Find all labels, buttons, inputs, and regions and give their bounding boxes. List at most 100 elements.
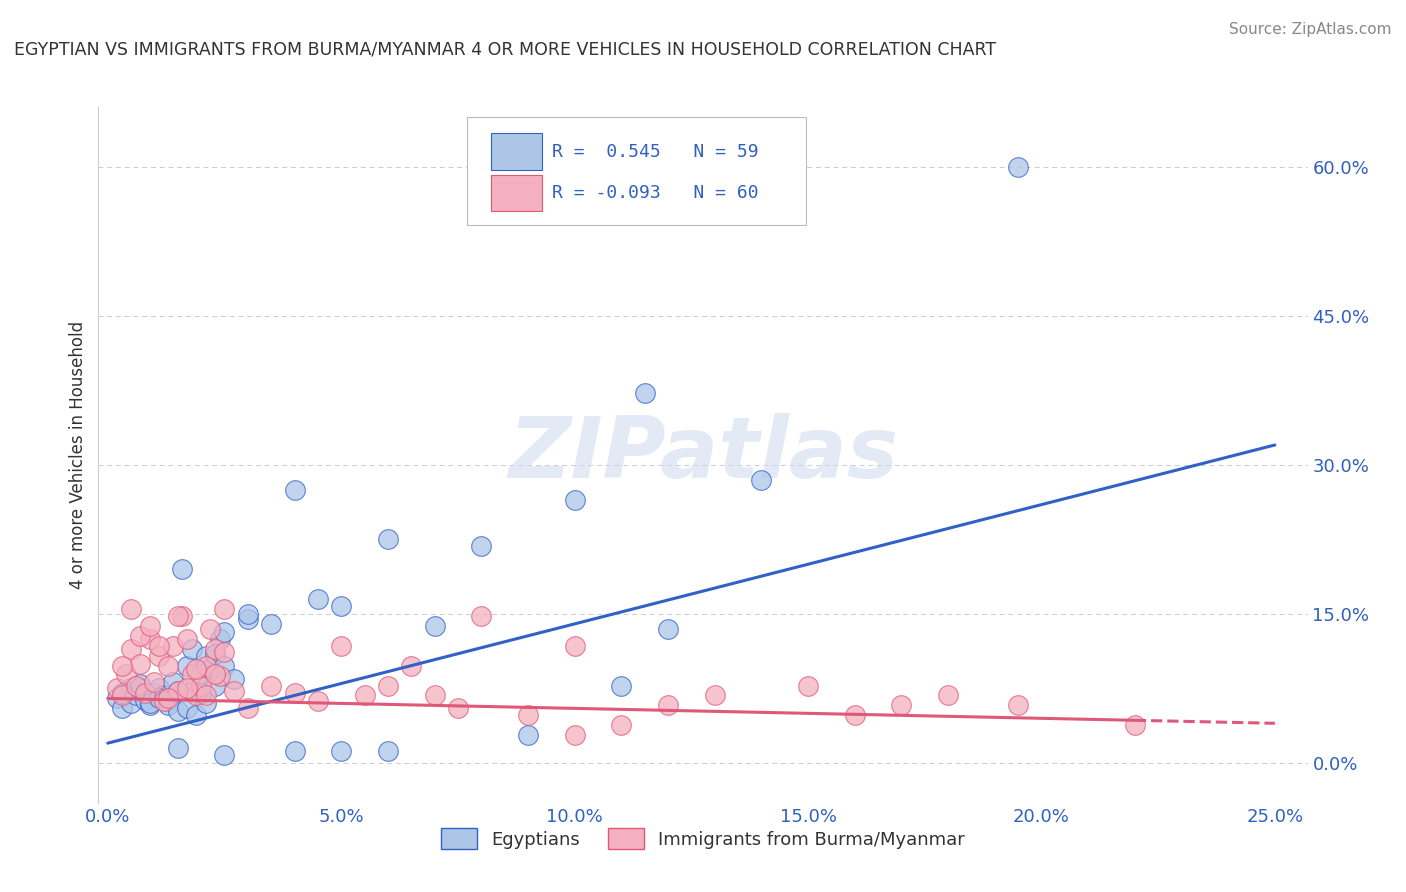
Point [283, 483, 305, 497]
Text: ZIPatlas: ZIPatlas [508, 413, 898, 497]
Point [129, 676, 152, 690]
Point [194, 658, 217, 673]
Point [166, 609, 188, 624]
Point [470, 609, 492, 624]
Point [148, 681, 170, 696]
Point [208, 668, 231, 682]
Point [214, 602, 236, 616]
Point [157, 694, 180, 708]
Point [423, 619, 446, 633]
Point [134, 686, 156, 700]
Point [610, 679, 633, 693]
Text: R =  0.545   N = 59: R = 0.545 N = 59 [551, 143, 758, 161]
Point [890, 698, 912, 713]
Point [377, 744, 399, 758]
Text: R = -0.093   N = 60: R = -0.093 N = 60 [551, 185, 758, 202]
Point [377, 679, 399, 693]
Point [129, 629, 152, 643]
Point [111, 701, 134, 715]
Point [222, 672, 245, 686]
Point [307, 592, 329, 607]
Point [633, 386, 655, 401]
Point [516, 728, 538, 742]
Point [157, 691, 180, 706]
Point [751, 473, 773, 487]
Point [162, 639, 184, 653]
Point [200, 622, 222, 636]
Point [307, 694, 329, 708]
Point [115, 666, 138, 681]
Point [194, 648, 217, 663]
Point [399, 658, 422, 673]
Point [172, 609, 194, 624]
Text: EGYPTIAN VS IMMIGRANTS FROM BURMA/MYANMAR 4 OR MORE VEHICLES IN HOUSEHOLD CORREL: EGYPTIAN VS IMMIGRANTS FROM BURMA/MYANMA… [14, 40, 997, 58]
Point [236, 701, 259, 715]
Point [214, 658, 236, 673]
Point [148, 639, 170, 653]
Point [186, 662, 208, 676]
Point [172, 562, 194, 576]
Point [162, 674, 184, 689]
Point [330, 599, 353, 613]
Point [1123, 718, 1146, 732]
Point [129, 681, 152, 696]
FancyBboxPatch shape [492, 134, 543, 169]
Point [120, 602, 142, 616]
Point [194, 689, 217, 703]
Point [176, 658, 198, 673]
Point [139, 619, 162, 633]
Point [260, 616, 283, 631]
Point [204, 666, 226, 681]
Point [1007, 698, 1029, 713]
Point [222, 684, 245, 698]
Point [657, 698, 679, 713]
Point [120, 697, 142, 711]
Point [564, 639, 586, 653]
Point [564, 492, 586, 507]
Point [516, 708, 538, 723]
Point [111, 686, 134, 700]
Point [236, 607, 259, 621]
Point [283, 744, 305, 758]
Point [936, 689, 959, 703]
Point [134, 693, 156, 707]
Point [139, 697, 162, 711]
Point [143, 686, 166, 700]
Point [166, 684, 188, 698]
Point [111, 689, 134, 703]
Point [330, 744, 353, 758]
Point [111, 658, 134, 673]
Point [105, 681, 128, 696]
FancyBboxPatch shape [467, 118, 806, 226]
Point [152, 694, 174, 708]
Point [214, 624, 236, 639]
Point [115, 684, 138, 698]
Point [423, 689, 446, 703]
Point [139, 632, 162, 646]
Point [148, 648, 170, 663]
Text: Source: ZipAtlas.com: Source: ZipAtlas.com [1229, 22, 1392, 37]
Point [176, 701, 198, 715]
Point [180, 666, 202, 681]
Point [125, 689, 148, 703]
Legend: Egyptians, Immigrants from Burma/Myanmar: Egyptians, Immigrants from Burma/Myanmar [434, 822, 972, 856]
Point [166, 741, 188, 756]
Point [194, 697, 217, 711]
Point [214, 748, 236, 763]
Point [260, 679, 283, 693]
FancyBboxPatch shape [492, 175, 543, 211]
Point [377, 533, 399, 547]
Point [186, 689, 208, 703]
Point [190, 686, 212, 700]
Point [844, 708, 866, 723]
Point [143, 674, 166, 689]
Point [186, 708, 208, 723]
Point [176, 632, 198, 646]
Point [657, 622, 679, 636]
Point [157, 698, 180, 713]
Point [610, 718, 633, 732]
Point [283, 686, 305, 700]
Point [129, 657, 152, 671]
Point [152, 689, 174, 703]
Point [176, 681, 198, 696]
